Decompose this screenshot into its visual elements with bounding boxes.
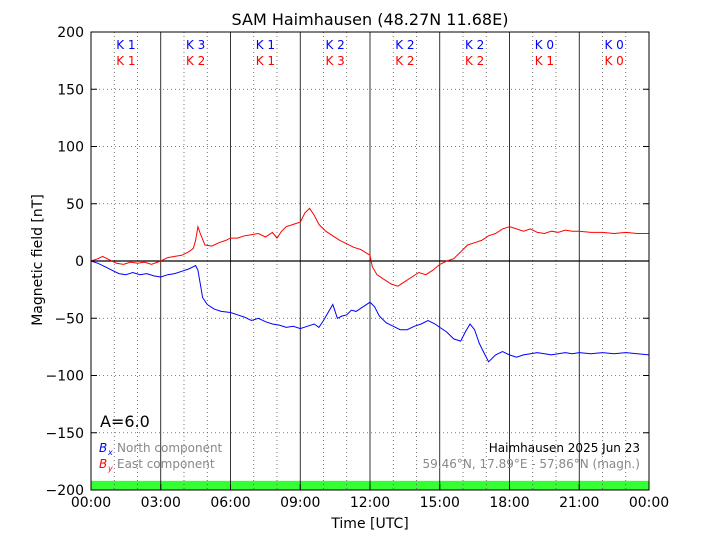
x-tick-label: 12:00 [350, 495, 390, 511]
k-index-bx: K 3 [186, 38, 205, 52]
k-index-bx: K 1 [116, 38, 135, 52]
a-index-label: A=6.0 [100, 412, 150, 431]
k-index-by: K 2 [186, 54, 205, 68]
legend-subscript: y [107, 464, 113, 473]
k-index-bx: K 2 [465, 38, 484, 52]
x-tick-label: 00:00 [71, 495, 111, 511]
legend-symbol: B [99, 441, 107, 455]
y-tick-label: 100 [57, 140, 84, 156]
legend-label: East component [117, 457, 215, 471]
plot-area: −200 −150 −100 −50 0 50 100 150 200 00:00 03:00 06:… [46, 25, 670, 511]
k-index-bx: K 0 [604, 38, 623, 52]
k-index-by: K 1 [256, 54, 275, 68]
k-index-bx: K 2 [325, 38, 344, 52]
y-tick-label: 0 [75, 254, 84, 270]
x-tick-label: 06:00 [210, 495, 250, 511]
coords-label: 59.46°N, 17.89°E - 57.86°N (magn.) [423, 457, 640, 471]
x-tick-label: 03:00 [141, 495, 181, 511]
y-tick-label: 200 [57, 25, 84, 41]
k-index-bx: K 2 [395, 38, 414, 52]
x-axis-label: Time [UTC] [330, 516, 408, 532]
k-index-by: K 2 [395, 54, 414, 68]
y-tick-label: 50 [66, 197, 84, 213]
chart-title: SAM Haimhausen (48.27N 11.68E) [232, 10, 509, 29]
x-tick-label: 00:00 [629, 495, 669, 511]
k-index-bx: K 0 [535, 38, 554, 52]
y-tick-label: −150 [46, 426, 84, 442]
x-tick-label: 15:00 [420, 495, 460, 511]
k-index-bx: K 1 [256, 38, 275, 52]
series-line [90, 207, 649, 287]
y-axis-label: Magnetic field [nT] [30, 194, 46, 326]
x-tick-label: 18:00 [489, 495, 529, 511]
k-index-by: K 1 [116, 54, 135, 68]
y-tick-label: 150 [57, 82, 84, 98]
station-label: Haimhausen 2025 Jun 23 [489, 441, 640, 455]
y-tick-label: −100 [46, 369, 84, 385]
k-index-by: K 2 [465, 54, 484, 68]
y-tick-label: −200 [46, 483, 84, 499]
legend-subscript: x [107, 448, 113, 457]
x-tick-label: 21:00 [559, 495, 599, 511]
series-line [90, 260, 650, 363]
k-index-by: K 3 [325, 54, 344, 68]
legend-symbol: B [99, 457, 107, 471]
k-index-by: K 0 [604, 54, 623, 68]
x-tick-label: 09:00 [280, 495, 320, 511]
legend-label: North component [117, 441, 223, 455]
k-index-by: K 1 [535, 54, 554, 68]
y-tick-label: −50 [54, 311, 84, 327]
